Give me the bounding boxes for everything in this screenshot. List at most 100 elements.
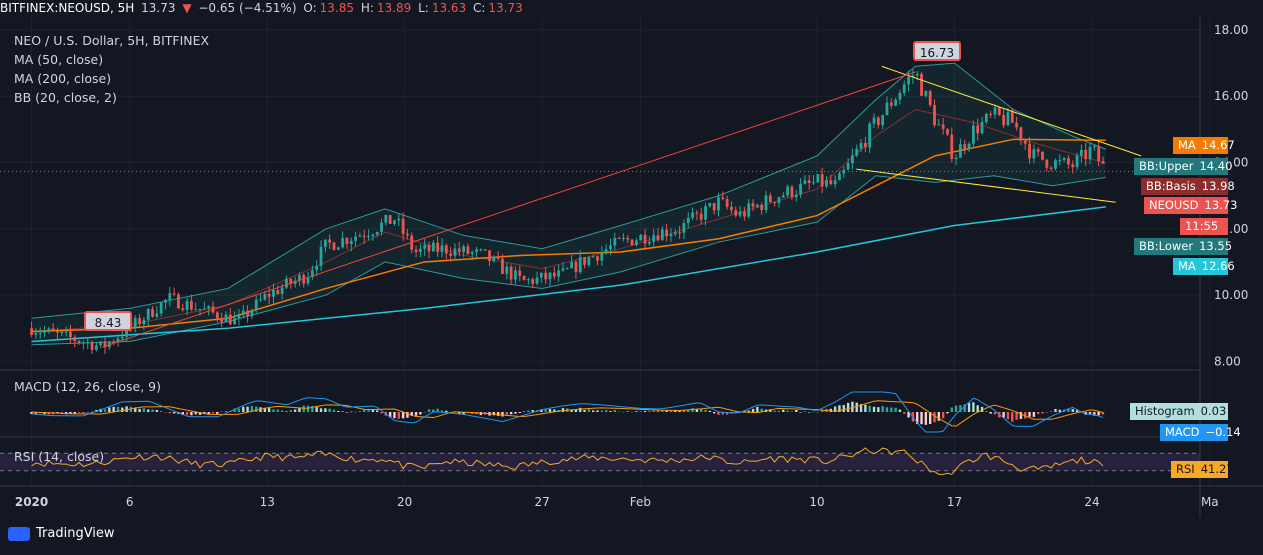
candle-body — [617, 237, 621, 239]
macd-histogram-bar — [894, 407, 897, 412]
candle-body — [738, 211, 742, 216]
candle-body — [747, 203, 751, 217]
candle-body — [1019, 127, 1023, 141]
macd-line — [31, 391, 1104, 433]
macd-histogram-bar — [138, 408, 141, 412]
macd-histogram-bar — [600, 410, 604, 412]
macd-histogram-bar — [121, 407, 124, 412]
candle-body — [483, 249, 487, 251]
macd-histogram-bar — [527, 410, 530, 412]
candle-body — [34, 333, 38, 335]
macd-histogram-bar — [159, 411, 163, 412]
candle-body — [82, 342, 85, 344]
macd-histogram-bar — [583, 409, 586, 412]
candle-body — [786, 186, 790, 196]
candle-body — [643, 234, 647, 244]
candle-body — [1092, 146, 1096, 148]
legend-rsi[interactable]: RSI (14, close) — [14, 449, 105, 464]
macd-histogram-bar — [972, 402, 975, 412]
candle-body — [557, 270, 561, 277]
macd-histogram-bar — [1041, 412, 1044, 414]
legend-macd[interactable]: MACD (12, 26, close, 9) — [14, 379, 161, 394]
candle-body — [548, 272, 552, 280]
candle-body — [397, 218, 401, 221]
candle-body — [920, 73, 923, 96]
macd-histogram-bar — [82, 412, 85, 414]
macd-histogram-bar — [172, 412, 176, 414]
macd-histogram-bar — [967, 402, 971, 412]
candle-body — [94, 345, 98, 350]
macd-histogram-bar — [980, 406, 984, 412]
candle-body — [743, 211, 746, 217]
candle-body — [876, 117, 880, 126]
symbol-name[interactable]: BITFINEX:NEOUSD, 5H — [0, 1, 135, 15]
macd-histogram-bar — [263, 407, 267, 412]
candle-body — [686, 217, 690, 224]
candle-body — [790, 186, 794, 198]
candle-body — [695, 212, 699, 214]
legend-ma200[interactable]: MA (200, close) — [14, 71, 112, 86]
high-callout: 16.73 — [913, 41, 961, 61]
macd-histogram-bar — [777, 410, 781, 412]
candle-body — [86, 342, 90, 344]
candle-body — [946, 128, 949, 135]
candle-body — [838, 173, 841, 181]
macd-histogram-bar — [553, 409, 556, 412]
candle-body — [30, 328, 33, 335]
macd-histogram-bar — [734, 412, 737, 413]
macd-signal-line — [31, 400, 1104, 427]
macd-histogram-bar — [630, 411, 634, 413]
macd-pane — [30, 391, 1105, 433]
macd-histogram-bar — [125, 406, 128, 412]
tradingview-logo[interactable]: TradingView — [8, 526, 115, 541]
macd-histogram-bar — [350, 411, 353, 413]
candle-body — [989, 113, 993, 115]
candle-body — [138, 318, 141, 325]
macd-histogram-bar — [790, 411, 794, 412]
tag-rsi: RSI 41.27 — [1171, 461, 1234, 478]
macd-histogram-bar — [302, 405, 305, 412]
legend-title[interactable]: NEO / U.S. Dollar, 5H, BITFINEX — [14, 33, 210, 48]
macd-histogram-bar — [622, 411, 625, 413]
macd-histogram-bar — [652, 410, 655, 412]
candle-body — [561, 268, 565, 271]
candle-body — [1010, 111, 1014, 123]
candle-body — [146, 309, 150, 320]
price-chart[interactable]: 18.0016.0014.0012.0010.008.0020206132027… — [0, 0, 1263, 518]
candle-body — [937, 124, 941, 126]
macd-histogram-bar — [86, 412, 89, 413]
candle-body — [552, 272, 556, 277]
legend-bb[interactable]: BB (20, close, 2) — [14, 90, 117, 105]
y-tick-label: 10.00 — [1214, 288, 1248, 302]
candle-body — [267, 294, 271, 297]
candle-body — [224, 314, 228, 323]
candle-body — [721, 197, 725, 199]
macd-histogram-bar — [799, 412, 802, 413]
candle-body — [384, 215, 388, 223]
macd-histogram-bar — [665, 410, 668, 412]
candle-body — [928, 91, 932, 105]
macd-histogram-bar — [341, 411, 344, 412]
candle-body — [336, 247, 340, 250]
macd-histogram-bar — [134, 407, 137, 412]
candle-body — [950, 134, 954, 159]
candle-body — [406, 233, 409, 236]
candle-body — [565, 268, 569, 270]
trendline — [856, 168, 1116, 203]
candle-body — [358, 235, 362, 237]
macd-histogram-bar — [30, 412, 33, 415]
candle-body — [777, 197, 781, 203]
macd-histogram-bar — [881, 406, 884, 412]
macd-histogram-bar — [492, 412, 496, 416]
candle-body — [626, 237, 630, 240]
candle-body — [466, 246, 470, 254]
macd-histogram-bar — [1088, 412, 1092, 415]
candle-body — [427, 245, 431, 252]
candle-body — [181, 308, 185, 310]
macd-histogram-bar — [993, 412, 997, 415]
macd-histogram-bar — [548, 409, 552, 412]
legend-ma50[interactable]: MA (50, close) — [14, 52, 104, 67]
candle-body — [539, 272, 543, 278]
macd-histogram-bar — [401, 412, 405, 419]
candle-body — [967, 143, 971, 150]
